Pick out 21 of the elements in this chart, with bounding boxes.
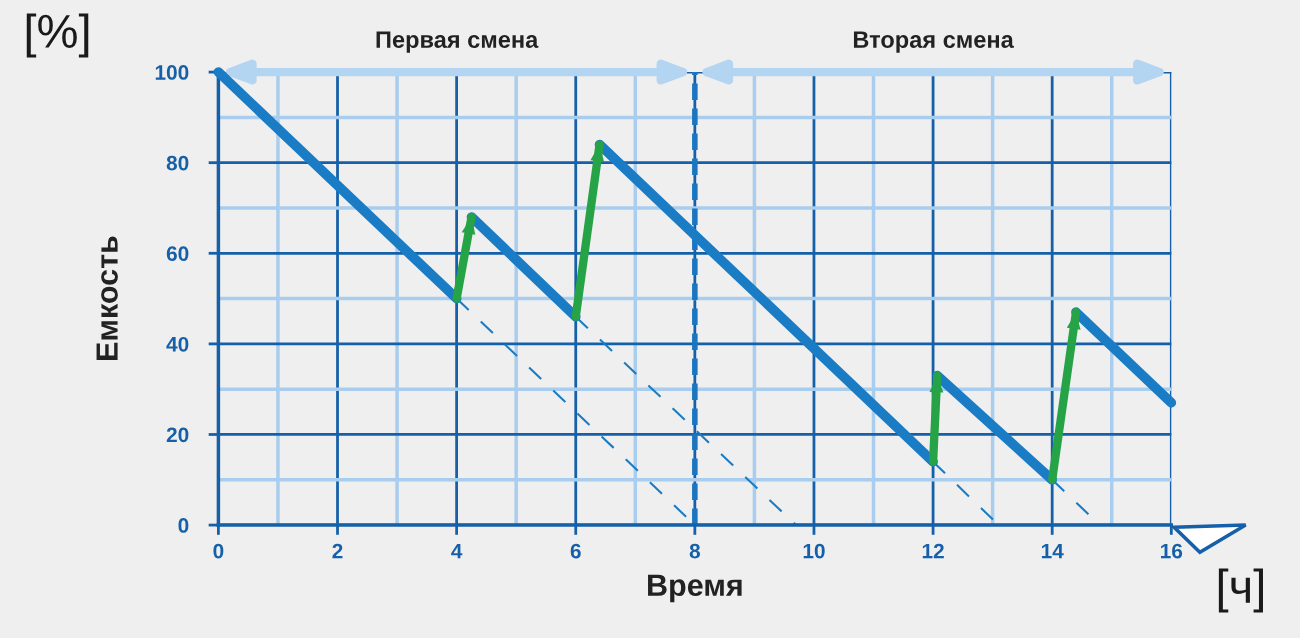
x-tick-label: 2 [332, 543, 343, 559]
y-tick-label: 40 [166, 336, 189, 352]
x-tick-label: 8 [689, 543, 700, 559]
y-tick-label: 0 [178, 518, 189, 533]
x-tick-label: 4 [451, 543, 463, 559]
x-tick-label: 10 [803, 543, 825, 559]
y-tick-label: 100 [155, 65, 189, 80]
text: [ч] [1218, 568, 1263, 613]
y-tick-label: 60 [166, 246, 189, 262]
y-tick-label: 80 [166, 155, 189, 171]
x-tick-label: 6 [570, 543, 581, 559]
text: [%] [26, 13, 89, 58]
y-axis-title: Емкость [96, 236, 118, 360]
text: Вторая смена [853, 31, 1014, 53]
x-tick-label: 16 [1161, 543, 1183, 559]
x-tick-label: 0 [213, 543, 224, 559]
x-tick-label: 12 [922, 543, 944, 559]
x-tick-label: 14 [1041, 543, 1064, 559]
y-tick-label: 20 [166, 427, 189, 443]
x-axis-title: Время [648, 574, 742, 603]
text: Первая смена [376, 31, 539, 53]
